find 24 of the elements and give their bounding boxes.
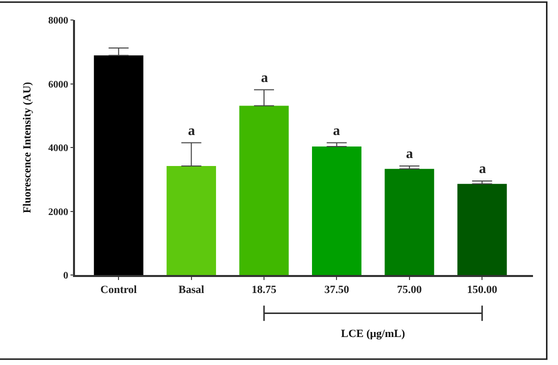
- y-tick-label: 0: [63, 270, 68, 282]
- bar: [94, 55, 144, 275]
- bar: [239, 106, 289, 275]
- y-tick-label: 6000: [48, 79, 68, 90]
- annotation: a: [333, 124, 340, 139]
- y-tick-label: 2000: [48, 206, 68, 218]
- annotation: a: [188, 124, 195, 139]
- y-tick-label: 8000: [48, 16, 68, 26]
- x-tick-label: Basal: [178, 284, 204, 296]
- x-tick-label: 75.00: [397, 284, 422, 296]
- y-tick-label: 4000: [48, 143, 68, 154]
- annotation: a: [479, 162, 486, 177]
- x-tick-label: Control: [100, 284, 137, 296]
- bar: [457, 184, 507, 275]
- bar: [166, 166, 216, 275]
- annotation: a: [261, 71, 268, 86]
- x-axis-title: LCE (μg/mL): [341, 328, 406, 340]
- bar: [384, 168, 434, 275]
- annotation: a: [406, 147, 413, 162]
- x-tick-label: 37.50: [324, 284, 350, 296]
- x-tick-label: 18.75: [252, 284, 277, 296]
- bar: [312, 146, 362, 275]
- x-tick-label: 150.00: [466, 284, 498, 296]
- y-axis-title: Fluorescence Intensity (AU): [21, 82, 34, 214]
